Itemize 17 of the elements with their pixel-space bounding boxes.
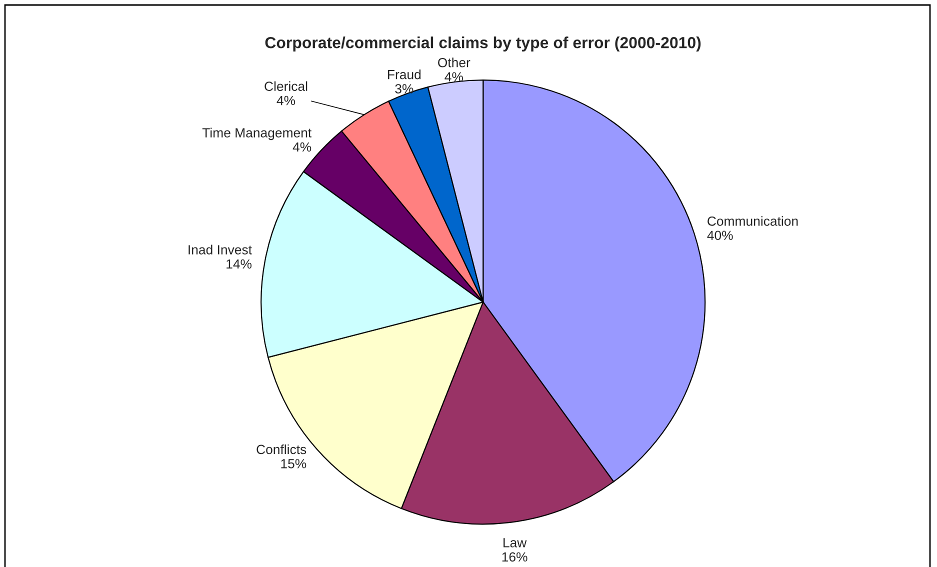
slice-label: Clerical	[264, 81, 308, 91]
slice-label: Conflicts	[256, 444, 306, 454]
slice-label: Time Management	[202, 128, 312, 140]
data-label: 15%	[281, 459, 306, 468]
slice-label: Fraud	[388, 70, 421, 80]
data-label: 14%	[226, 259, 252, 269]
data-label: 4%	[292, 142, 312, 152]
slice-label: Communication	[708, 216, 798, 226]
data-label: 4%	[444, 72, 463, 82]
data-label: 4%	[276, 96, 296, 106]
slice-label: Inad Invest	[188, 244, 252, 254]
data-label: 3%	[395, 84, 414, 94]
chart-title: Corporate/commercial claims by type of error (2000-2010)	[265, 36, 701, 52]
slice-label: Other	[438, 58, 470, 68]
data-label: 16%	[502, 552, 528, 562]
data-label: 40%	[707, 230, 733, 240]
slice-label: Law	[504, 538, 527, 548]
